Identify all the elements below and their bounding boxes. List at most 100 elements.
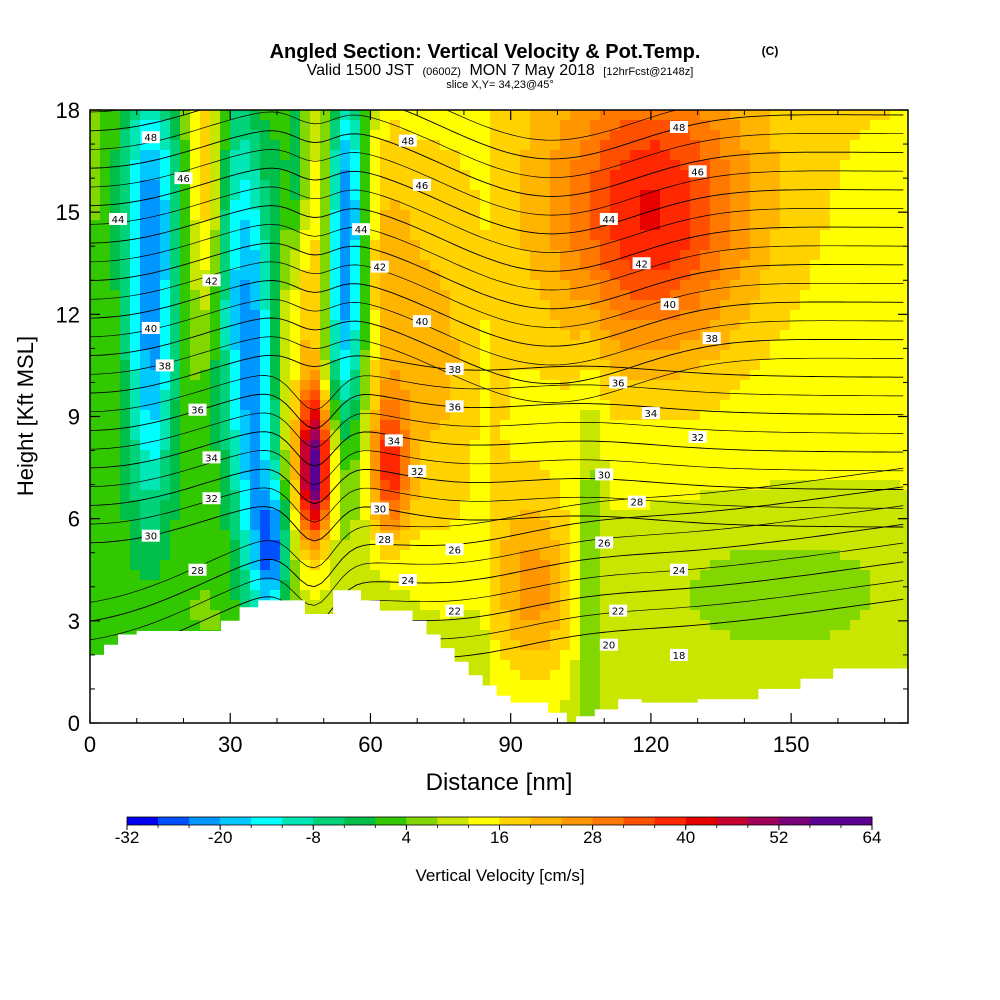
velocity-cell <box>410 400 421 411</box>
velocity-cell <box>700 360 711 371</box>
velocity-cell <box>780 360 791 371</box>
velocity-cell <box>730 410 741 421</box>
velocity-cell <box>770 420 781 431</box>
velocity-cell <box>610 270 621 281</box>
velocity-cell <box>570 500 581 511</box>
velocity-cell <box>240 170 251 181</box>
velocity-cell <box>550 510 561 521</box>
velocity-cell <box>310 460 321 471</box>
velocity-cell <box>120 370 131 381</box>
velocity-cell <box>880 140 891 151</box>
velocity-cell <box>650 600 661 611</box>
velocity-cell <box>810 170 821 181</box>
velocity-cell <box>560 470 571 481</box>
velocity-cell <box>570 670 581 681</box>
velocity-cell <box>280 140 291 151</box>
velocity-cell <box>210 120 221 131</box>
velocity-cell <box>510 160 521 171</box>
velocity-cell <box>720 400 731 411</box>
velocity-cell <box>850 430 861 441</box>
velocity-cell <box>320 440 331 451</box>
velocity-cell <box>410 560 421 571</box>
velocity-cell <box>690 240 701 251</box>
velocity-cell <box>530 570 541 581</box>
velocity-cell <box>660 340 671 351</box>
velocity-cell <box>250 160 261 171</box>
velocity-cell <box>850 500 861 511</box>
velocity-cell <box>160 260 171 271</box>
velocity-cell <box>420 160 431 171</box>
velocity-cell <box>230 330 241 341</box>
velocity-cell <box>650 130 661 141</box>
velocity-cell <box>160 620 171 631</box>
velocity-cell <box>790 630 801 641</box>
velocity-cell <box>400 170 411 181</box>
velocity-cell <box>500 670 511 681</box>
velocity-cell <box>300 590 311 601</box>
velocity-cell <box>760 180 771 191</box>
velocity-cell <box>690 580 701 591</box>
velocity-cell <box>540 530 551 541</box>
velocity-cell <box>510 430 521 441</box>
velocity-cell <box>590 600 601 611</box>
velocity-cell <box>480 320 491 331</box>
velocity-cell <box>220 170 231 181</box>
velocity-cell <box>620 130 631 141</box>
velocity-cell <box>580 210 591 221</box>
velocity-cell <box>630 210 641 221</box>
velocity-cell <box>140 430 151 441</box>
velocity-cell <box>130 270 141 281</box>
velocity-cell <box>270 540 281 551</box>
velocity-cell <box>320 250 331 261</box>
velocity-cell <box>120 110 131 121</box>
velocity-cell <box>270 440 281 451</box>
velocity-cell <box>390 360 401 371</box>
velocity-cell <box>310 520 321 531</box>
velocity-cell <box>260 380 271 391</box>
velocity-cell <box>440 170 451 181</box>
velocity-cell <box>810 580 821 591</box>
velocity-cell <box>630 370 641 381</box>
velocity-cell <box>370 240 381 251</box>
velocity-cell <box>880 480 891 491</box>
velocity-cell <box>890 210 901 221</box>
velocity-cell <box>170 410 181 421</box>
velocity-cell <box>500 380 511 391</box>
velocity-cell <box>590 490 601 501</box>
velocity-cell <box>250 320 261 331</box>
velocity-cell <box>880 410 891 421</box>
velocity-cell <box>310 120 321 131</box>
velocity-cell <box>590 450 601 461</box>
velocity-cell <box>250 510 261 521</box>
velocity-cell <box>420 400 431 411</box>
velocity-cell <box>700 670 711 681</box>
velocity-cell <box>790 600 801 611</box>
velocity-cell <box>420 120 431 131</box>
velocity-cell <box>430 250 441 261</box>
velocity-cell <box>790 550 801 561</box>
velocity-cell <box>270 340 281 351</box>
velocity-cell <box>530 180 541 191</box>
velocity-cell <box>490 240 501 251</box>
velocity-cell <box>380 130 391 141</box>
velocity-cell <box>500 280 511 291</box>
velocity-cell <box>190 520 201 531</box>
velocity-cell <box>740 200 751 211</box>
velocity-cell <box>190 550 201 561</box>
velocity-cell <box>560 510 571 521</box>
velocity-cell <box>540 510 551 521</box>
velocity-cell <box>850 440 861 451</box>
velocity-cell <box>750 440 761 451</box>
velocity-cell <box>470 190 481 201</box>
velocity-cell <box>470 580 481 591</box>
velocity-cell <box>300 540 311 551</box>
velocity-cell <box>580 640 591 651</box>
velocity-cell <box>260 480 271 491</box>
velocity-cell <box>490 470 501 481</box>
velocity-cell <box>450 430 461 441</box>
velocity-cell <box>360 290 371 301</box>
velocity-cell <box>630 510 641 521</box>
velocity-cell <box>600 400 611 411</box>
velocity-cell <box>760 340 771 351</box>
velocity-cell <box>800 370 811 381</box>
